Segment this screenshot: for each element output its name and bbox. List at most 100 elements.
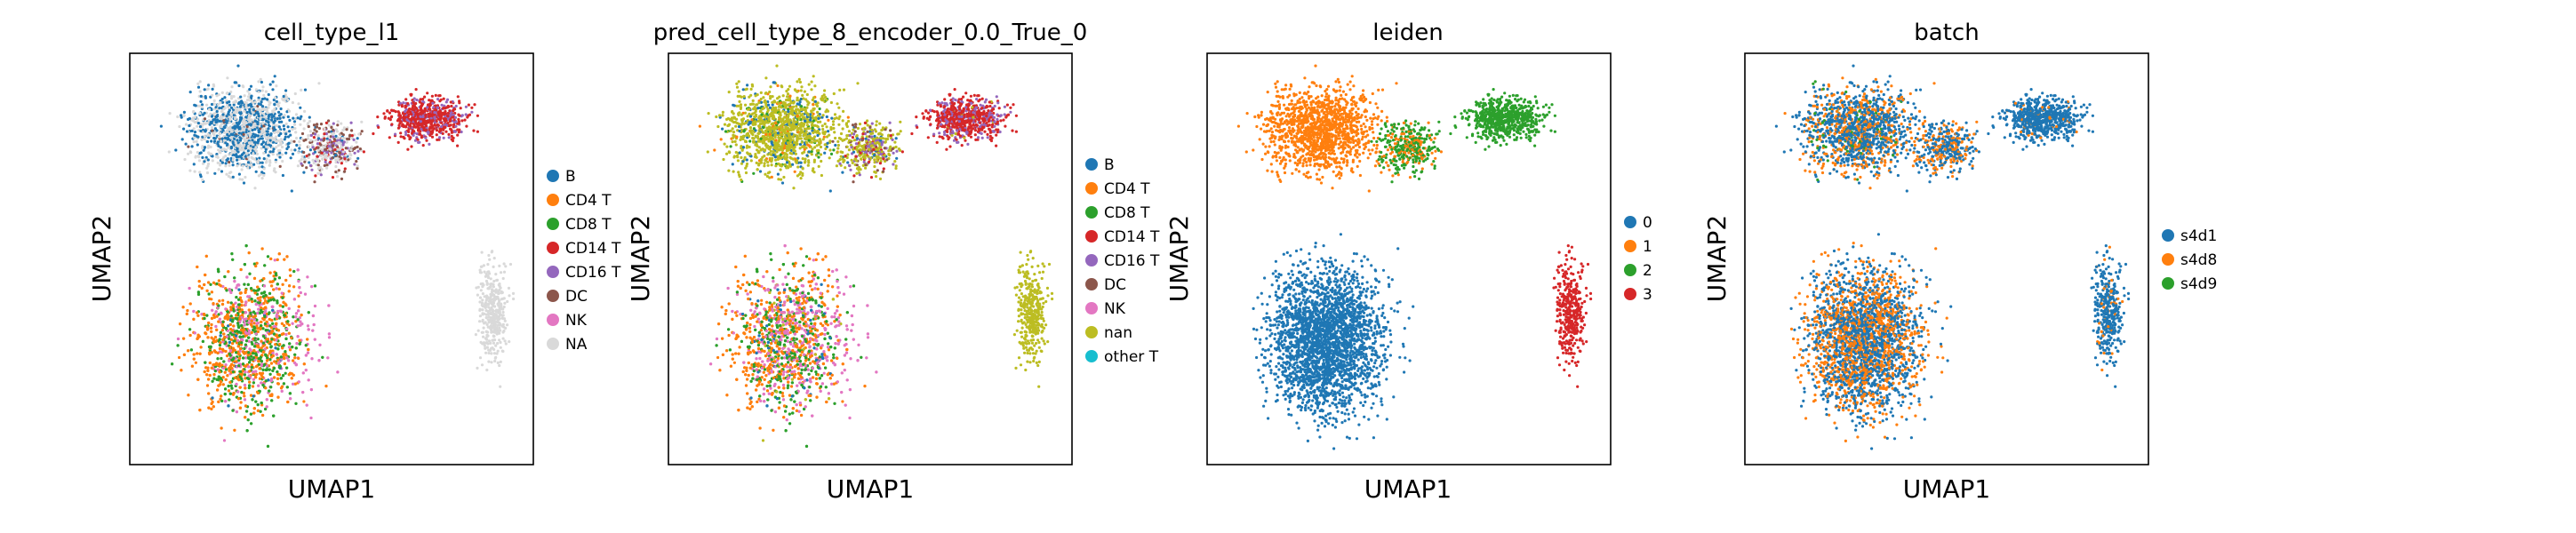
umap-point: [244, 416, 247, 419]
umap-point: [232, 95, 236, 99]
umap-point: [243, 282, 246, 286]
umap-point: [236, 390, 240, 394]
umap-point: [205, 103, 209, 107]
umap-point: [275, 146, 278, 149]
umap-point: [245, 429, 249, 433]
umap-point: [199, 346, 203, 349]
umap-point: [342, 126, 346, 130]
umap-point: [203, 316, 206, 321]
umap-point: [190, 145, 194, 148]
umap-point: [253, 345, 257, 348]
umap-point: [236, 330, 240, 334]
umap-point: [326, 356, 330, 360]
umap-point: [463, 118, 467, 122]
umap-point: [208, 297, 212, 301]
umap-point: [212, 281, 216, 284]
umap-point: [219, 334, 222, 338]
umap-point: [272, 115, 276, 118]
umap-point: [243, 383, 247, 387]
umap-point: [412, 100, 415, 105]
umap-point: [247, 351, 251, 354]
umap-point: [220, 356, 223, 361]
umap-point: [478, 296, 483, 299]
umap-point: [259, 348, 263, 353]
umap-point: [292, 298, 296, 301]
umap-point: [228, 161, 231, 164]
umap-point: [200, 106, 204, 109]
umap-point: [194, 361, 197, 364]
umap-point: [265, 320, 268, 323]
umap-point: [204, 273, 207, 277]
umap-point: [450, 131, 453, 134]
umap-point: [464, 105, 468, 108]
umap-point: [253, 100, 257, 104]
umap-point: [223, 131, 227, 134]
umap-point: [323, 132, 326, 136]
umap-point: [439, 116, 443, 121]
umap-point: [198, 80, 202, 84]
umap-point: [205, 384, 210, 387]
umap-point: [268, 150, 272, 154]
umap-point: [243, 94, 246, 98]
umap-point: [228, 352, 231, 355]
umap-point: [261, 140, 265, 144]
umap-point: [247, 141, 252, 145]
umap-point: [293, 148, 297, 152]
umap-point: [235, 351, 238, 354]
umap-point: [277, 252, 281, 256]
umap-point: [222, 332, 226, 336]
umap-point: [207, 115, 211, 118]
umap-point: [332, 138, 336, 141]
umap-point: [292, 139, 296, 143]
umap-point: [256, 107, 260, 111]
umap-point: [452, 109, 455, 113]
umap-point: [210, 330, 213, 333]
umap-point: [278, 334, 282, 338]
umap-point: [274, 135, 278, 139]
umap-point: [307, 311, 310, 314]
umap-point: [317, 137, 321, 140]
umap-point: [199, 129, 203, 133]
umap-point: [201, 178, 204, 182]
umap-point: [244, 147, 247, 150]
umap-point: [289, 397, 292, 401]
umap-point: [372, 131, 375, 136]
umap-point: [270, 305, 274, 308]
umap-point: [227, 146, 230, 149]
umap-point: [290, 336, 293, 339]
umap-point: [225, 129, 228, 132]
umap-point: [467, 103, 471, 107]
umap-point: [280, 153, 284, 156]
umap-point: [272, 288, 276, 291]
umap-point: [236, 158, 239, 162]
umap-point: [204, 95, 207, 99]
umap-point: [250, 319, 253, 322]
umap-point: [187, 394, 190, 397]
umap-point: [233, 339, 236, 343]
umap-point: [333, 147, 337, 152]
umap-point: [227, 112, 230, 115]
umap-point: [212, 102, 216, 106]
umap-point: [218, 346, 222, 350]
umap-point: [206, 162, 211, 166]
umap-point: [294, 315, 298, 319]
umap-point: [490, 352, 493, 355]
umap-point: [428, 126, 432, 131]
umap-point: [399, 131, 403, 135]
umap-point: [263, 347, 267, 351]
umap-point: [288, 130, 292, 133]
umap-point: [281, 296, 284, 299]
umap-point: [279, 107, 283, 111]
umap-point: [236, 147, 239, 151]
umap-point: [262, 334, 266, 338]
umap-point: [437, 114, 441, 117]
umap-point: [188, 286, 191, 290]
umap-point: [198, 125, 203, 129]
umap-point: [316, 123, 319, 126]
umap-point: [244, 244, 248, 248]
umap-point: [327, 336, 332, 339]
umap-point: [264, 137, 268, 140]
umap-point: [434, 93, 437, 97]
umap-point: [188, 302, 192, 306]
umap-point: [199, 151, 203, 155]
